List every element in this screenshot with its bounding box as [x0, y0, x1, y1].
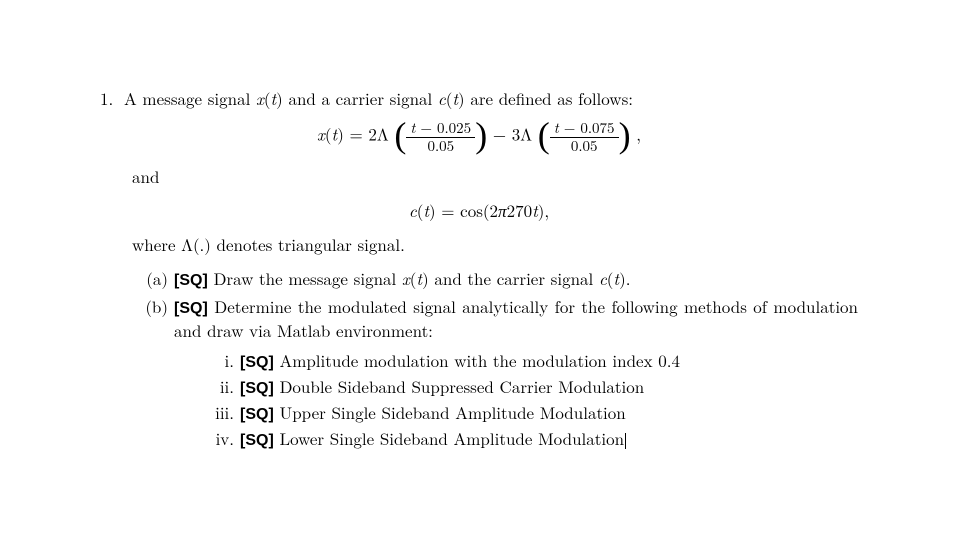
subpart-i-label: i. — [204, 348, 240, 372]
eq1-frac1: t − 0.0250.05 — [406, 120, 475, 154]
subpart-ii: ii. [SQ] Double Sideband Suppressed Carr… — [204, 374, 858, 398]
subparts-list: i. [SQ] Amplitude modulation with the mo… — [204, 348, 858, 450]
page: 1. A message signal x(t) and a carrier s… — [0, 0, 958, 452]
eq1-minus: − — [487, 122, 512, 146]
where-line: where Λ(.) denotes triangular signal. — [132, 232, 858, 256]
t-symbol: t — [271, 86, 277, 110]
question-number: 1. — [100, 86, 124, 110]
part-a-pre: Draw the message signal — [208, 266, 402, 290]
part-b: (b) [SQ] Determine the modulated signal … — [138, 294, 858, 452]
eq1-frac2: t − 0.0750.05 — [550, 120, 619, 154]
text-cursor — [625, 433, 626, 449]
eq2-lhs-arg: t — [423, 198, 429, 222]
t-symbol-2: t — [452, 86, 458, 110]
equation-2: c(t) = cos(2π270t), — [100, 198, 858, 222]
subpart-iii: iii. [SQ] Upper Single Sideband Amplitud… — [204, 400, 858, 424]
intro-mid: and a carrier signal — [283, 86, 438, 110]
subpart-iii-text: [SQ] Upper Single Sideband Amplitude Mod… — [240, 400, 626, 424]
subpart-iii-label: iii. — [204, 400, 240, 424]
intro-post: are defined as follows: — [465, 86, 633, 110]
ct-symbol: c — [438, 86, 446, 110]
intro-pre: A message signal — [124, 86, 256, 110]
part-b-body: Determine the modulated signal analytica… — [174, 294, 858, 342]
sq-tag-ii: [SQ] — [240, 380, 274, 397]
eq1-coef1: 2Λ — [368, 122, 388, 146]
sq-tag-b: [SQ] — [174, 300, 208, 317]
subpart-i-body: Amplitude modulation with the modulation… — [274, 348, 680, 372]
and-line: and — [132, 164, 858, 188]
subpart-iv-body: Lower Single Sideband Amplitude Modulati… — [274, 426, 624, 450]
subpart-ii-text: [SQ] Double Sideband Suppressed Carrier … — [240, 374, 644, 398]
subpart-i-text: [SQ] Amplitude modulation with the modul… — [240, 348, 680, 372]
part-b-label: (b) — [138, 294, 174, 318]
ct-a: c — [599, 266, 607, 290]
xt-symbol: x — [256, 86, 264, 110]
subpart-iv: iv. [SQ] Lower Single Sideband Amplitude… — [204, 426, 858, 450]
question-intro: A message signal x(t) and a carrier sign… — [124, 86, 858, 110]
equation-1: x(t) = 2Λ (t − 0.0250.05) − 3Λ (t − 0.07… — [100, 120, 858, 154]
sq-tag-i: [SQ] — [240, 354, 274, 371]
subpart-iv-text: [SQ] Lower Single Sideband Amplitude Mod… — [240, 426, 626, 450]
subpart-ii-label: ii. — [204, 374, 240, 398]
eq1-lhs-arg: t — [332, 122, 338, 146]
eq2-lhs-var: c — [409, 198, 417, 222]
xt-a: x — [402, 266, 410, 290]
part-a-label: (a) — [138, 266, 174, 290]
part-a: (a) [SQ] Draw the message signal x(t) an… — [138, 266, 858, 290]
eq1-tail: , — [636, 122, 641, 146]
part-a-mid: and the carrier signal — [429, 266, 599, 290]
sq-tag-iv: [SQ] — [240, 432, 274, 449]
subpart-i: i. [SQ] Amplitude modulation with the mo… — [204, 348, 858, 372]
parts-list: (a) [SQ] Draw the message signal x(t) an… — [138, 266, 858, 452]
sq-tag: [SQ] — [174, 272, 208, 289]
subpart-iii-body: Upper Single Sideband Amplitude Modulati… — [274, 400, 626, 424]
part-b-text: [SQ] Determine the modulated signal anal… — [174, 294, 858, 452]
eq1-coef2: 3Λ — [512, 122, 532, 146]
sq-tag-iii: [SQ] — [240, 406, 274, 423]
part-a-text: [SQ] Draw the message signal x(t) and th… — [174, 266, 858, 290]
subpart-iv-label: iv. — [204, 426, 240, 450]
question-1: 1. A message signal x(t) and a carrier s… — [100, 86, 858, 110]
eq1-lhs-var: x — [317, 122, 325, 146]
subpart-ii-body: Double Sideband Suppressed Carrier Modul… — [274, 374, 644, 398]
part-a-post: . — [626, 266, 631, 290]
